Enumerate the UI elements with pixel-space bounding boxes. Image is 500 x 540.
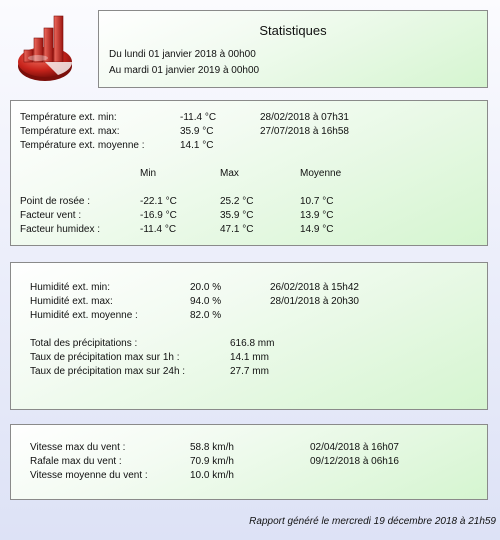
wind-max-speed-label: Vitesse max du vent : xyxy=(30,442,126,453)
period-from: Du lundi 01 janvier 2018 à 00h00 xyxy=(109,49,256,60)
wind-avg-speed-label: Vitesse moyenne du vent : xyxy=(30,470,148,481)
dewpoint-avg: 10.7 °C xyxy=(300,196,334,207)
humidex-avg: 14.9 °C xyxy=(300,224,334,235)
precip-rate-24h-value: 27.7 mm xyxy=(230,366,269,377)
wind-avg-speed-value: 10.0 km/h xyxy=(190,470,234,481)
temp-avg-value: 14.1 °C xyxy=(180,140,214,151)
column-header-min: Min xyxy=(140,168,157,179)
column-header-max: Max xyxy=(220,168,239,179)
windchill-min: -16.9 °C xyxy=(140,210,177,221)
temperature-panel: Température ext. min: -11.4 °C 28/02/201… xyxy=(10,100,488,246)
humidity-min-date: 26/02/2018 à 15h42 xyxy=(270,282,359,293)
period-to: Au mardi 01 janvier 2019 à 00h00 xyxy=(109,65,260,76)
precip-total-value: 616.8 mm xyxy=(230,338,275,349)
dewpoint-min: -22.1 °C xyxy=(140,196,177,207)
temp-max-value: 35.9 °C xyxy=(180,126,214,137)
wind-max-gust-label: Rafale max du vent : xyxy=(30,456,122,467)
humidity-avg-value: 82.0 % xyxy=(190,310,222,321)
wind-max-gust-date: 09/12/2018 à 06h16 xyxy=(310,456,399,467)
windchill-avg: 13.9 °C xyxy=(300,210,334,221)
temp-avg-label: Température ext. moyenne : xyxy=(20,140,145,151)
humidity-max-label: Humidité ext. max: xyxy=(30,296,113,307)
humidity-max-date: 28/01/2018 à 20h30 xyxy=(270,296,359,307)
precip-rate-1h-label: Taux de précipitation max sur 1h : xyxy=(30,352,180,363)
wind-max-speed-value: 58.8 km/h xyxy=(190,442,234,453)
dewpoint-max: 25.2 °C xyxy=(220,196,254,207)
temp-max-label: Température ext. max: xyxy=(20,126,120,137)
report-generated-footer: Rapport généré le mercredi 19 décembre 2… xyxy=(249,516,496,527)
humidity-max-value: 94.0 % xyxy=(190,296,222,307)
header-panel: Statistiques Du lundi 01 janvier 2018 à … xyxy=(98,10,488,88)
humidity-min-value: 20.0 % xyxy=(190,282,222,293)
statistics-chart-icon xyxy=(14,14,76,84)
humidex-max: 47.1 °C xyxy=(220,224,254,235)
humidex-min: -11.4 °C xyxy=(140,224,177,235)
precip-rate-24h-label: Taux de précipitation max sur 24h : xyxy=(30,366,186,377)
windchill-max: 35.9 °C xyxy=(220,210,254,221)
humidity-avg-label: Humidité ext. moyenne : xyxy=(30,310,138,321)
page-title: Statistiques xyxy=(259,23,327,38)
temp-max-date: 27/07/2018 à 16h58 xyxy=(260,126,349,137)
humidity-min-label: Humidité ext. min: xyxy=(30,282,111,293)
humidex-label: Facteur humidex : xyxy=(20,224,101,235)
temp-min-date: 28/02/2018 à 07h31 xyxy=(260,112,349,123)
temp-min-value: -11.4 °C xyxy=(180,112,217,123)
wind-panel: Vitesse max du vent : 58.8 km/h 02/04/20… xyxy=(10,424,488,500)
wind-max-gust-value: 70.9 km/h xyxy=(190,456,234,467)
precip-rate-1h-value: 14.1 mm xyxy=(230,352,269,363)
wind-max-speed-date: 02/04/2018 à 16h07 xyxy=(310,442,399,453)
humidity-precipitation-panel: Humidité ext. min: 20.0 % 26/02/2018 à 1… xyxy=(10,262,488,410)
temp-min-label: Température ext. min: xyxy=(20,112,117,123)
windchill-label: Facteur vent : xyxy=(20,210,82,221)
precip-total-label: Total des précipitations : xyxy=(30,338,138,349)
dewpoint-label: Point de rosée : xyxy=(20,196,91,207)
column-header-avg: Moyenne xyxy=(300,168,342,179)
